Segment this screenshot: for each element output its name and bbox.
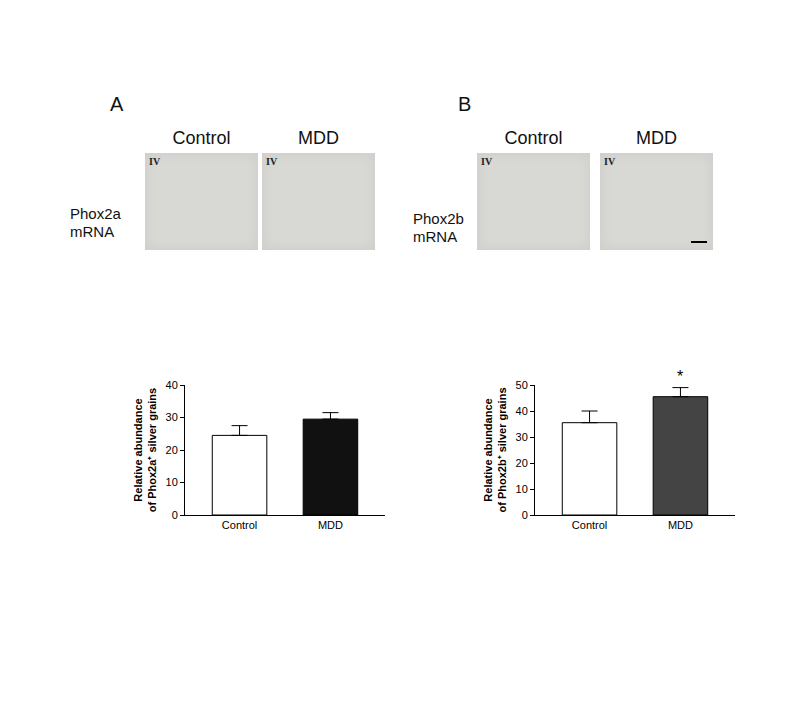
html-text:Phox2b mRNA: Phox2b mRNA (413, 210, 464, 245)
svg-text:0: 0 (172, 509, 178, 521)
html-text:IV: IV (604, 156, 616, 167)
html-text:Phox2a mRNA: Phox2a mRNA (70, 205, 121, 240)
svg-text:40: 40 (516, 405, 528, 417)
svg-text:30: 30 (516, 431, 528, 443)
html-text:IV: IV (481, 156, 493, 167)
svg-text:Control: Control (222, 519, 257, 531)
html-text:Control: Control (504, 128, 563, 148)
html-text:Control: Control (172, 128, 231, 148)
svg-text:10: 10 (166, 476, 178, 488)
svg-text:MDD: MDD (318, 519, 343, 531)
html-text:B: B (458, 93, 472, 115)
html-text:IV: IV (266, 156, 278, 167)
svg-text:50: 50 (516, 379, 528, 391)
html-text:IV: IV (149, 156, 161, 167)
html-text:MDD: MDD (298, 128, 339, 148)
svg-text:30: 30 (166, 411, 178, 423)
svg-text:Control: Control (572, 519, 607, 531)
html-text:MDD: MDD (636, 128, 677, 148)
svg-text:20: 20 (516, 457, 528, 469)
svg-text:MDD: MDD (668, 519, 693, 531)
svg-text:10: 10 (516, 483, 528, 495)
svg-text:*: * (677, 368, 683, 385)
svg-text:Relative abundanceof Phox2a⁺ s: Relative abundanceof Phox2a⁺ silver grai… (132, 388, 158, 512)
html-text:A: A (110, 93, 124, 115)
svg-text:20: 20 (166, 444, 178, 456)
svg-text:40: 40 (166, 379, 178, 391)
svg-text:Relative abundanceof Phox2b⁺ s: Relative abundanceof Phox2b⁺ silver grai… (482, 387, 508, 512)
svg-text:0: 0 (522, 509, 528, 521)
